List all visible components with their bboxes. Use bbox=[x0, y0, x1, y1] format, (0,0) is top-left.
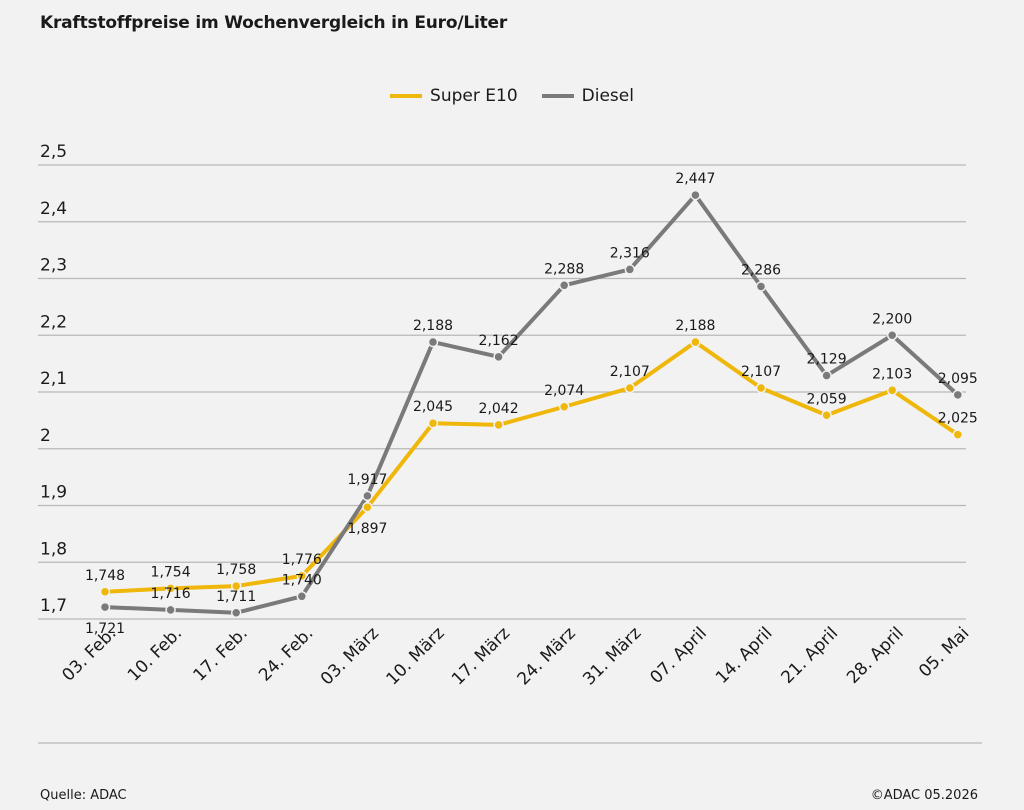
legend-label-diesel: Diesel bbox=[581, 86, 634, 106]
data-label-super-e10: 2,074 bbox=[544, 383, 584, 399]
data-label-diesel: 1,740 bbox=[282, 572, 322, 588]
data-label-diesel: 2,095 bbox=[938, 371, 978, 387]
data-label-diesel: 1,917 bbox=[347, 472, 387, 488]
data-label-super-e10: 1,758 bbox=[216, 562, 256, 578]
x-tick-label: 17. Feb. bbox=[190, 623, 252, 685]
data-label-diesel: 2,447 bbox=[675, 171, 715, 187]
data-point-diesel bbox=[296, 591, 308, 602]
data-label-diesel: 2,316 bbox=[610, 245, 650, 261]
data-point-super-e10 bbox=[230, 580, 242, 592]
data-point-diesel bbox=[952, 389, 964, 401]
data-point-diesel bbox=[427, 336, 439, 348]
x-tick-label: 10. März bbox=[382, 623, 448, 689]
y-tick-label: 2,5 bbox=[40, 142, 67, 162]
source-note: Quelle: ADAC bbox=[40, 788, 127, 803]
data-point-super-e10 bbox=[296, 570, 308, 582]
data-point-diesel bbox=[558, 280, 570, 291]
data-point-diesel bbox=[165, 604, 176, 616]
data-point-super-e10 bbox=[952, 429, 964, 440]
data-point-super-e10 bbox=[558, 401, 570, 413]
data-point-diesel bbox=[821, 370, 832, 381]
x-tick-label: 05. Mai bbox=[915, 623, 973, 681]
data-label-diesel: 1,711 bbox=[216, 589, 256, 605]
data-point-diesel bbox=[755, 281, 767, 292]
data-label-diesel: 1,721 bbox=[85, 621, 125, 637]
data-label-super-e10: 2,103 bbox=[872, 366, 912, 382]
copyright-note: ©ADAC 05.2026 bbox=[870, 788, 978, 803]
x-tick-label: 31. März bbox=[579, 623, 645, 689]
y-tick-label: 1,9 bbox=[40, 483, 67, 503]
legend-item-diesel: Diesel bbox=[541, 86, 634, 106]
data-label-super-e10: 1,897 bbox=[347, 521, 387, 537]
data-label-super-e10: 2,188 bbox=[675, 318, 715, 334]
data-label-diesel: 2,200 bbox=[872, 311, 912, 327]
data-label-super-e10: 1,748 bbox=[85, 568, 125, 584]
legend-label-super-e10: Super E10 bbox=[430, 86, 518, 106]
x-tick-label: 10. Feb. bbox=[124, 623, 186, 685]
data-label-diesel: 2,288 bbox=[544, 261, 584, 277]
x-tick-label: 17. März bbox=[448, 623, 514, 689]
legend-swatch-super-e10 bbox=[390, 94, 423, 98]
y-tick-label: 2 bbox=[40, 426, 51, 446]
data-point-super-e10 bbox=[99, 586, 111, 598]
y-tick-label: 2,1 bbox=[40, 369, 67, 389]
x-tick-label: 21. April bbox=[778, 623, 843, 688]
data-label-super-e10: 2,042 bbox=[479, 401, 519, 417]
x-tick-label: 28. April bbox=[843, 623, 908, 688]
y-tick-label: 2,4 bbox=[40, 199, 67, 219]
data-label-super-e10: 2,107 bbox=[610, 364, 650, 380]
data-label-super-e10: 2,025 bbox=[938, 411, 978, 427]
data-label-super-e10: 1,754 bbox=[151, 564, 191, 580]
data-point-diesel bbox=[362, 490, 373, 502]
x-tick-label: 14. April bbox=[712, 623, 777, 688]
series-line-diesel bbox=[103, 193, 960, 615]
chart-legend: Super E10 Diesel bbox=[0, 86, 1024, 106]
data-label-diesel: 2,129 bbox=[807, 352, 847, 368]
data-label-diesel: 1,716 bbox=[151, 586, 191, 602]
data-point-super-e10 bbox=[427, 417, 439, 429]
data-point-diesel bbox=[886, 330, 898, 341]
y-tick-label: 1,7 bbox=[40, 596, 67, 616]
data-label-super-e10: 2,059 bbox=[807, 391, 847, 407]
data-point-super-e10 bbox=[886, 385, 898, 396]
data-point-super-e10 bbox=[690, 336, 701, 348]
y-tick-label: 2,2 bbox=[40, 312, 67, 332]
data-point-diesel bbox=[493, 351, 504, 363]
data-point-diesel bbox=[690, 189, 701, 201]
data-point-super-e10 bbox=[493, 419, 504, 431]
data-point-diesel bbox=[624, 264, 636, 275]
x-tick-label: 03. März bbox=[317, 623, 383, 689]
data-label-diesel: 2,286 bbox=[741, 262, 781, 278]
data-label-super-e10: 2,107 bbox=[741, 364, 781, 380]
data-point-super-e10 bbox=[821, 410, 832, 421]
data-label-diesel: 2,162 bbox=[479, 333, 519, 349]
chart-title: Kraftstoffpreise im Wochenvergleich in E… bbox=[40, 13, 508, 33]
legend-swatch-diesel bbox=[541, 94, 574, 98]
data-point-diesel bbox=[99, 601, 111, 613]
x-tick-label: 07. April bbox=[646, 623, 711, 688]
data-label-diesel: 2,188 bbox=[413, 318, 453, 334]
data-point-diesel bbox=[230, 607, 242, 619]
data-point-super-e10 bbox=[624, 382, 636, 394]
data-point-super-e10 bbox=[165, 583, 176, 594]
x-tick-label: 24. Feb. bbox=[255, 623, 317, 685]
data-label-super-e10: 2,045 bbox=[413, 399, 453, 415]
y-tick-label: 2,3 bbox=[40, 256, 67, 276]
data-point-super-e10 bbox=[755, 382, 767, 394]
data-label-super-e10: 1,776 bbox=[282, 552, 322, 568]
series-line-super-e10 bbox=[103, 340, 960, 594]
legend-item-super-e10: Super E10 bbox=[390, 86, 518, 106]
y-tick-label: 1,8 bbox=[40, 539, 67, 559]
x-tick-label: 24. März bbox=[514, 623, 580, 689]
data-point-super-e10 bbox=[362, 501, 373, 513]
